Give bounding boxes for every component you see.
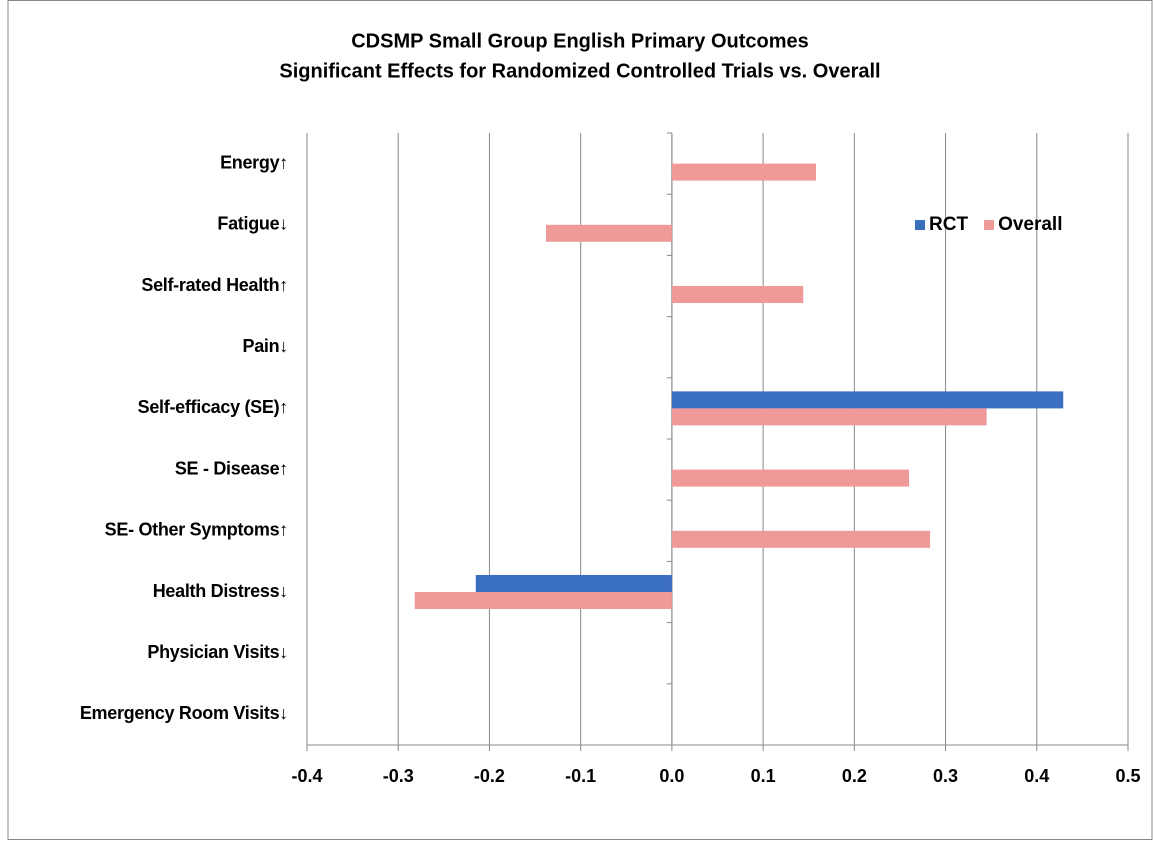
x-tick-label: 0.2 (842, 766, 867, 786)
legend-swatch (984, 220, 995, 230)
bar (671, 408, 987, 426)
bar (475, 575, 672, 592)
y-tick-label: SE - Disease↑ (175, 458, 288, 478)
x-tick-label: 0.3 (933, 766, 958, 786)
bar (671, 391, 1064, 409)
bar (671, 530, 931, 548)
legend-label: Overall (998, 214, 1062, 235)
bar (671, 286, 804, 303)
y-tick-label: Pain↓ (242, 336, 288, 356)
bar (414, 592, 672, 609)
x-tick-label: -0.1 (565, 766, 596, 786)
x-tick-label: -0.2 (474, 766, 505, 786)
y-tick-label: Self-efficacy (SE)↑ (138, 397, 288, 417)
x-tick-label: -0.3 (383, 766, 414, 786)
y-tick-label: Fatigue↓ (217, 214, 288, 234)
y-tick-label: Physician Visits↓ (147, 642, 288, 662)
x-tick-label: -0.4 (291, 766, 322, 786)
x-tick-label: 0.4 (1024, 766, 1049, 786)
legend-label: RCT (929, 214, 968, 235)
bar (546, 224, 672, 242)
y-tick-label: SE- Other Symptoms↑ (105, 520, 288, 540)
x-tick-label: 0.1 (751, 766, 776, 786)
y-tick-label: Self-rated Health↑ (141, 275, 288, 295)
y-tick-label: Energy↑ (220, 152, 288, 172)
bar (671, 469, 910, 487)
bar (671, 163, 817, 181)
chart-title: CDSMP Small Group English Primary Outcom… (351, 30, 809, 52)
x-tick-label: 0.0 (659, 766, 684, 786)
x-tick-label: 0.5 (1115, 766, 1140, 786)
chart-subtitle: Significant Effects for Randomized Contr… (279, 60, 880, 82)
legend-swatch (915, 220, 925, 230)
y-tick-label: Emergency Room Visits↓ (80, 703, 288, 723)
y-tick-label: Health Distress↓ (153, 581, 288, 601)
